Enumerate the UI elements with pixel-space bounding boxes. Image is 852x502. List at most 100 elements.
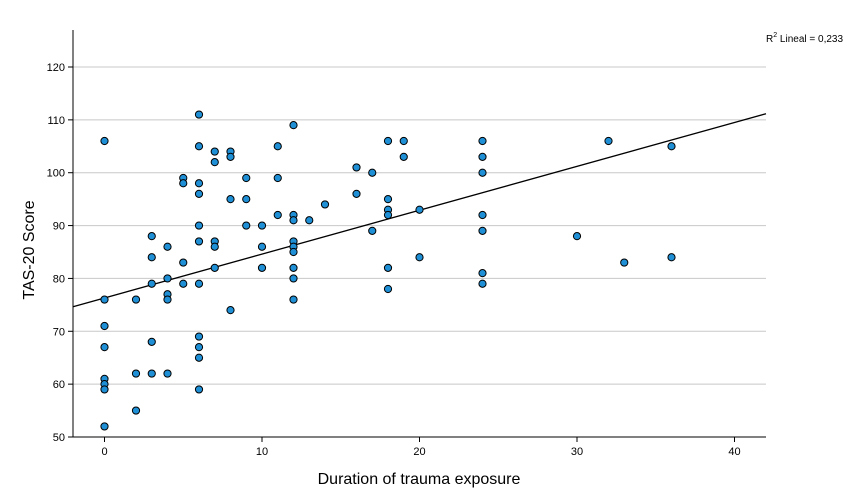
data-point: [572, 232, 582, 241]
data-point: [478, 269, 487, 278]
data-point: [320, 200, 330, 209]
axes: [68, 30, 766, 442]
data-point: [667, 142, 676, 151]
data-point: [226, 306, 235, 315]
data-point: [194, 385, 204, 394]
data-point: [289, 263, 298, 272]
data-point: [667, 253, 676, 262]
data-point: [210, 242, 219, 251]
y-axis-title: TAS-20 Score: [21, 200, 38, 299]
data-point: [415, 253, 424, 262]
y-tick-label: 70: [53, 326, 65, 338]
data-point: [147, 253, 156, 262]
data-point: [210, 263, 219, 272]
data-point: [194, 353, 204, 362]
data-point: [383, 195, 393, 204]
data-point: [194, 189, 204, 198]
y-tick-label: 60: [53, 379, 65, 391]
data-point: [131, 295, 141, 304]
data-point: [478, 210, 487, 220]
data-point: [194, 332, 204, 341]
data-point: [289, 121, 298, 130]
data-point: [131, 369, 141, 378]
data-point: [147, 337, 156, 346]
data-point: [194, 343, 204, 352]
data-point: [163, 369, 172, 378]
data-point: [478, 279, 487, 288]
data-point: [100, 295, 109, 304]
data-point: [399, 136, 408, 146]
data-point: [289, 216, 298, 225]
data-point: [242, 221, 251, 230]
data-point: [289, 274, 298, 283]
data-point: [194, 110, 204, 119]
data-point: [242, 195, 251, 204]
data-point: [352, 163, 361, 172]
data-point: [478, 152, 487, 161]
data-point: [415, 205, 424, 214]
data-point: [289, 247, 298, 257]
data-point: [383, 263, 393, 272]
data-points: [100, 110, 676, 431]
data-point: [257, 263, 267, 272]
data-point: [179, 279, 188, 288]
data-point: [100, 321, 109, 331]
y-tick-label: 90: [53, 221, 65, 233]
r2-label: R2 Lineal = 0,233: [766, 32, 843, 45]
data-point: [620, 258, 629, 267]
data-point: [352, 189, 361, 198]
data-point: [242, 173, 251, 183]
data-point: [226, 195, 235, 204]
data-point: [478, 226, 487, 235]
x-tick-label: 30: [571, 446, 583, 458]
x-tick-label: 10: [256, 446, 268, 458]
y-tick-label: 100: [47, 168, 65, 180]
y-tick-label: 120: [47, 62, 65, 74]
data-point: [368, 168, 377, 177]
x-tick-label: 0: [101, 446, 107, 458]
data-point: [273, 210, 282, 220]
data-point: [478, 136, 487, 146]
data-point: [257, 242, 267, 251]
data-point: [289, 295, 298, 304]
data-point: [399, 152, 408, 161]
y-tick-label: 50: [53, 432, 65, 444]
data-point: [100, 343, 109, 352]
data-point: [131, 406, 141, 415]
data-point: [100, 422, 109, 431]
data-point: [179, 179, 188, 188]
data-point: [163, 274, 172, 283]
data-point: [147, 232, 156, 241]
data-point: [273, 173, 282, 183]
data-point: [383, 136, 393, 146]
data-point: [163, 295, 172, 304]
data-point: [147, 369, 156, 378]
data-point: [226, 152, 235, 161]
data-point: [194, 279, 204, 288]
data-point: [383, 284, 393, 294]
x-tick-label: 20: [413, 446, 425, 458]
data-point: [179, 258, 188, 267]
data-point: [100, 385, 109, 394]
data-point: [257, 221, 267, 230]
data-point: [273, 142, 282, 151]
data-point: [100, 136, 109, 146]
data-point: [478, 168, 487, 177]
data-point: [194, 179, 204, 188]
data-point: [194, 221, 204, 230]
data-point: [210, 158, 219, 167]
grid-lines: [73, 66, 766, 385]
data-point: [368, 226, 377, 235]
data-point: [194, 237, 204, 246]
y-tick-label: 110: [47, 115, 65, 127]
x-axis-title: Duration of trauma exposure: [318, 471, 521, 488]
data-point: [383, 210, 393, 220]
data-point: [163, 242, 172, 251]
x-tick-label: 40: [728, 446, 740, 458]
data-point: [194, 142, 204, 151]
data-point: [147, 279, 156, 288]
y-tick-label: 80: [53, 273, 65, 285]
data-point: [604, 136, 613, 146]
data-point: [305, 216, 314, 225]
